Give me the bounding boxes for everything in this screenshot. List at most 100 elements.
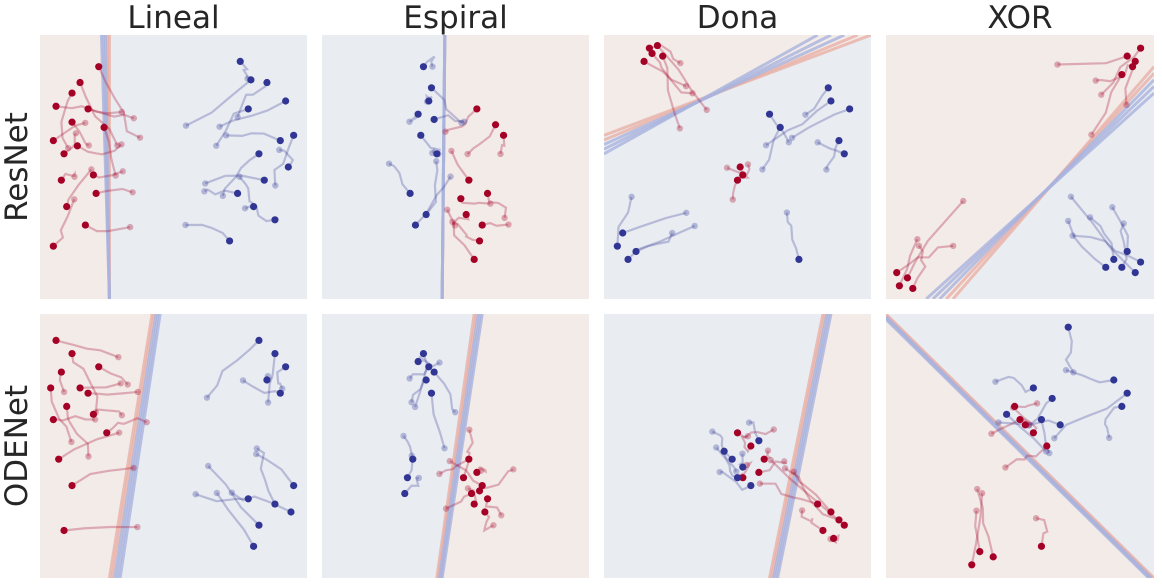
trajectory-end-blue [823,166,830,173]
point-red [640,57,648,65]
trajectory-blue [403,476,420,495]
trajectory-end-red [723,164,731,171]
column-title-1: Lineal [127,0,220,36]
trajectory-end-red [130,115,138,122]
point-blue [247,76,255,84]
point-blue [1123,247,1131,256]
row-label-odenet: ODENet [0,384,35,508]
trajectory-end-blue [276,146,283,154]
decision-boundary [440,35,447,299]
trajectory-red [911,245,927,289]
trajectory-red [1100,47,1142,96]
point-blue [632,247,640,256]
panel-odenet-espiral [322,314,589,578]
point-blue [419,350,428,358]
point-blue [422,210,430,219]
point-red [478,221,486,229]
trajectory-end-blue [408,399,415,406]
trajectory-end-blue [182,122,190,129]
point-red [1029,429,1037,437]
point-blue [250,542,258,550]
trajectory-blue [622,211,687,235]
trajectory-end-red [498,512,505,519]
trajectory-end-red [677,59,684,67]
trajectory-red [651,52,693,95]
trajectory-blue [635,232,674,253]
trajectory-blue [1119,223,1128,268]
trajectory-blue [185,79,252,127]
point-red [57,176,65,184]
trajectory-red [97,66,141,139]
point-red [1011,402,1019,410]
trajectory-blue [425,161,439,216]
trajectory-red [87,107,135,120]
trajectory-red [1090,74,1123,136]
trajectory-red [98,365,129,386]
trajectory-red [484,498,503,516]
panel-odenet-lineal [40,314,307,578]
trajectory-blue [402,435,414,460]
trajectory-end-red [689,90,696,97]
trajectory-blue [204,174,265,185]
trajectory-end-blue [814,139,821,146]
point-red [95,363,103,371]
trajectory-end-red [118,412,126,419]
trajectory-end-red [914,236,921,243]
point-red [465,176,473,184]
trajectory-red [898,238,919,287]
point-blue [624,255,632,263]
trajectory-blue [761,126,782,171]
point-blue [425,97,433,105]
point-blue [1131,269,1139,277]
trajectory-end-red [449,218,456,226]
point-blue [1029,384,1037,392]
point-blue [1137,258,1145,266]
trajectory-end-blue [411,403,419,411]
trajectory-end-blue [253,445,260,452]
trajectory-red [1057,55,1128,66]
point-blue [1003,410,1011,418]
point-red [63,203,71,211]
point-blue [795,255,803,263]
trajectory-red [1095,63,1133,83]
trajectory-end-red [71,173,78,180]
decision-boundary [772,314,829,578]
trajectory-end-red [119,168,127,175]
point-red [733,429,742,437]
trajectory-end-blue [202,180,209,187]
point-red [68,482,76,490]
trajectory-red [95,187,133,195]
panel-resnet-xor [886,35,1154,299]
trajectory-blue [1065,369,1114,384]
point-red [49,137,57,145]
point-red [483,495,492,503]
point-red [49,416,57,424]
trajectory-end-blue [995,419,1002,426]
trajectory-end-blue [788,134,796,141]
point-red [473,105,481,113]
column-title-4: XOR [987,0,1053,36]
trajectory-blue [273,134,295,186]
trajectory-end-red [442,128,449,135]
point-blue [433,150,441,158]
point-blue [1118,402,1126,410]
trajectory-blue [215,492,255,547]
point-red [747,442,755,450]
trajectory-end-red [115,353,122,361]
point-blue [255,521,263,529]
point-red [81,221,89,229]
point-blue [271,500,279,508]
point-blue [765,110,774,118]
trajectory-red [87,390,138,396]
decision-boundary [99,35,111,299]
point-red [1016,416,1024,424]
trajectory-blue [719,470,752,492]
point-red [760,455,768,463]
trajectory-end-red [136,134,144,141]
point-red [491,121,500,129]
point-blue [1048,394,1056,403]
point-red [92,189,100,197]
trajectory-end-red [64,144,72,152]
point-red [893,269,901,277]
trajectory-blue [995,375,1034,394]
